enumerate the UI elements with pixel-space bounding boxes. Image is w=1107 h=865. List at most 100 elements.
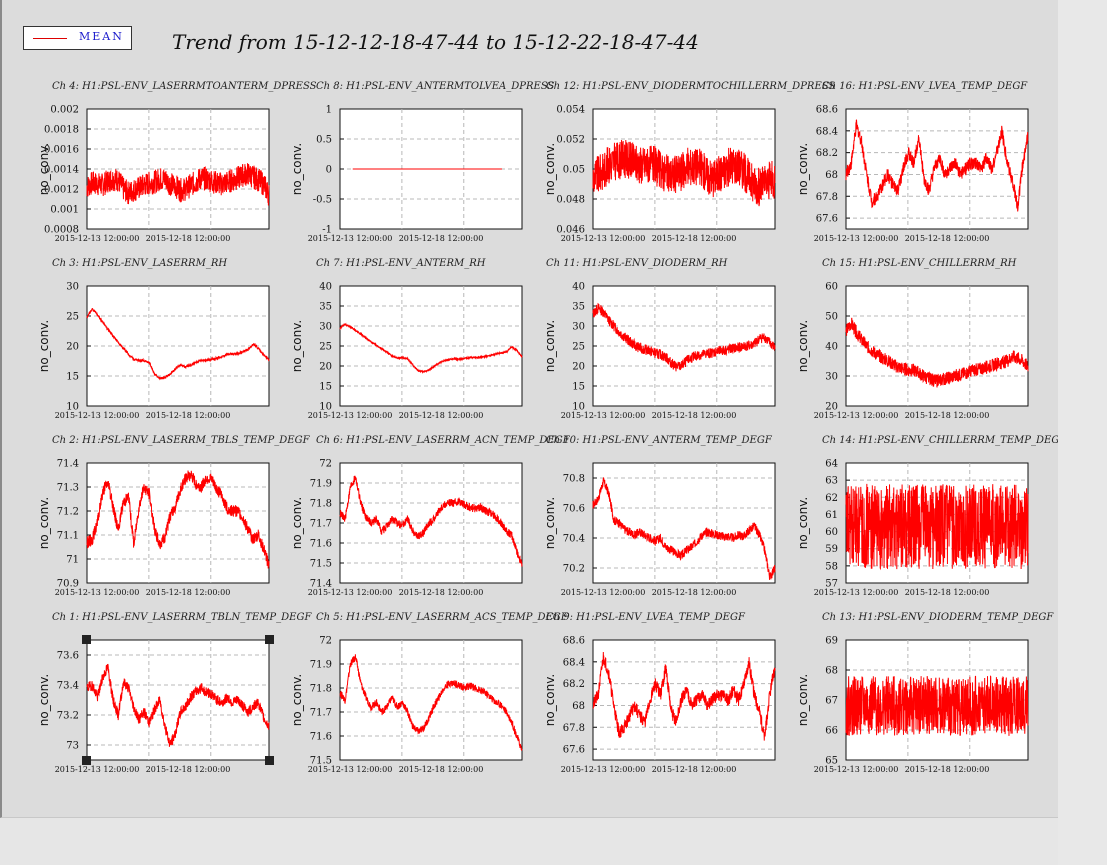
y-axis-label: no_conv. — [37, 320, 51, 372]
x-tick-label: 2015-12-13 12:00:00 — [308, 765, 393, 774]
chart-title: Ch 15: H1:PSL-ENV_CHILLERRM_RH — [822, 258, 1017, 269]
y-tick-label: 0 — [326, 165, 332, 176]
chart-panel: Ch 4: H1:PSL-ENV_LASERRMTOANTERM_DPRESS 0… — [37, 81, 317, 243]
y-tick-label: 60 — [825, 282, 838, 293]
y-tick-label: 71.9 — [310, 479, 332, 490]
y-tick-label: 25 — [319, 342, 332, 353]
y-tick-label: 72 — [319, 636, 332, 647]
y-tick-label: 60 — [825, 527, 838, 538]
y-tick-label: 68.4 — [816, 126, 838, 137]
y-tick-label: 0.002 — [50, 105, 79, 116]
y-tick-label: 69 — [825, 636, 838, 647]
x-tick-label: 2015-12-13 12:00:00 — [308, 588, 393, 597]
y-tick-label: 10 — [572, 402, 585, 413]
x-tick-label: 2015-12-13 12:00:00 — [814, 234, 899, 243]
x-tick-label: 2015-12-18 12:00:00 — [652, 411, 737, 420]
x-tick-label: 2015-12-13 12:00:00 — [561, 588, 646, 597]
chart-panel: Ch 14: H1:PSL-ENV_CHILLERRM_TEMP_DEGF 57 5… — [796, 435, 1060, 597]
y-tick-label: 30 — [319, 322, 332, 333]
y-tick-label: 73 — [66, 741, 79, 752]
y-tick-label: 10 — [66, 402, 79, 413]
x-tick-label: 2015-12-18 12:00:00 — [905, 411, 990, 420]
y-tick-label: 68.6 — [563, 636, 585, 647]
series-line — [592, 651, 776, 741]
y-tick-label: 50 — [825, 312, 838, 323]
plot-area — [86, 462, 270, 584]
x-tick-label: 2015-12-13 12:00:00 — [308, 411, 393, 420]
y-tick-label: 73.2 — [57, 711, 79, 722]
chart-title: Ch 6: H1:PSL-ENV_LASERRM_ACN_TEMP_DEGF — [316, 435, 571, 446]
series-line — [845, 119, 1029, 212]
y-tick-label: 71.5 — [310, 756, 332, 767]
y-tick-label: 70.9 — [57, 579, 79, 590]
y-tick-label: 57 — [825, 579, 838, 590]
chart-title: Ch 16: H1:PSL-ENV_LVEA_TEMP_DEGF — [822, 81, 1028, 92]
x-tick-label: 2015-12-18 12:00:00 — [399, 765, 484, 774]
y-tick-label: 71.6 — [310, 539, 332, 550]
plot-area — [592, 462, 776, 584]
chart-panel: Ch 5: H1:PSL-ENV_LASERRM_ACS_TEMP_DEGF 71… — [290, 612, 569, 774]
y-tick-label: 30 — [66, 282, 79, 293]
y-axis-label: no_conv. — [290, 497, 304, 549]
series-line — [845, 483, 1029, 571]
legend: MEAN — [23, 26, 132, 50]
y-axis-label: no_conv. — [543, 320, 557, 372]
y-axis-label: no_conv. — [796, 497, 810, 549]
y-tick-label: 66 — [825, 726, 838, 737]
x-tick-label: 2015-12-13 12:00:00 — [561, 765, 646, 774]
y-tick-label: 68.2 — [563, 679, 585, 690]
series-line — [86, 470, 270, 569]
y-tick-label: 68 — [572, 701, 585, 712]
chart-panel: Ch 15: H1:PSL-ENV_CHILLERRM_RH 20 30 40 50 60… — [796, 258, 1029, 420]
y-tick-label: 68.4 — [563, 657, 585, 668]
y-axis-label: no_conv. — [290, 143, 304, 195]
chart-panel: Ch 9: H1:PSL-ENV_LVEA_TEMP_DEGF 67.6 67.8 6… — [543, 612, 776, 774]
plot-canvas: MEAN Trend from 15-12-12-18-47-44 to 15-… — [0, 0, 1060, 818]
chart-panel: Ch 13: H1:PSL-ENV_DIODERM_TEMP_DEGF 65 66 6… — [796, 612, 1054, 774]
y-tick-label: 70.6 — [563, 504, 585, 515]
y-tick-label: 71.4 — [310, 579, 332, 590]
x-tick-label: 2015-12-13 12:00:00 — [55, 411, 140, 420]
x-tick-label: 2015-12-18 12:00:00 — [399, 411, 484, 420]
y-tick-label: 0.0008 — [44, 225, 79, 236]
chart-panel: Ch 16: H1:PSL-ENV_LVEA_TEMP_DEGF 67.6 67.8… — [796, 81, 1029, 243]
y-axis-label: no_conv. — [543, 143, 557, 195]
y-tick-label: 71.8 — [310, 684, 332, 695]
y-axis-label: no_conv. — [290, 320, 304, 372]
chart-title: Ch 5: H1:PSL-ENV_LASERRM_ACS_TEMP_DEGF — [316, 612, 569, 623]
x-tick-label: 2015-12-13 12:00:00 — [308, 234, 393, 243]
series-line — [592, 302, 776, 372]
chart-panel: Ch 8: H1:PSL-ENV_ANTERMTOLVEA_DPRESS -1 -0… — [290, 81, 555, 243]
y-tick-label: 20 — [319, 362, 332, 373]
plot-area — [86, 639, 270, 761]
y-tick-label: 70.4 — [563, 534, 585, 545]
y-tick-label: 25 — [572, 342, 585, 353]
chart-title: Ch 7: H1:PSL-ENV_ANTERM_RH — [316, 258, 486, 269]
legend-swatch — [33, 38, 67, 39]
y-tick-label: -0.5 — [313, 195, 332, 206]
y-tick-label: 72 — [319, 459, 332, 470]
x-tick-label: 2015-12-13 12:00:00 — [55, 765, 140, 774]
y-tick-label: 30 — [825, 372, 838, 383]
y-tick-label: 71.3 — [57, 483, 79, 494]
y-axis-label: no_conv. — [37, 497, 51, 549]
chart-title: Ch 3: H1:PSL-ENV_LASERRM_RH — [52, 258, 227, 269]
x-tick-label: 2015-12-13 12:00:00 — [814, 765, 899, 774]
chart-title: Ch 12: H1:PSL-ENV_DIODERMTOCHILLERRM_DPR… — [546, 81, 835, 92]
chart-title: Ch 14: H1:PSL-ENV_CHILLERRM_TEMP_DEGF — [822, 435, 1060, 446]
y-tick-label: 35 — [572, 302, 585, 313]
y-tick-label: 62 — [825, 493, 838, 504]
chart-panel: Ch 12: H1:PSL-ENV_DIODERMTOCHILLERRM_DPR… — [543, 81, 835, 243]
y-axis-label: no_conv. — [543, 674, 557, 726]
y-tick-label: 73.6 — [57, 651, 79, 662]
y-tick-label: 71 — [66, 555, 79, 566]
y-tick-label: 58 — [825, 561, 838, 572]
y-tick-label: 70.8 — [563, 474, 585, 485]
chart-title: Ch 9: H1:PSL-ENV_LVEA_TEMP_DEGF — [546, 612, 746, 623]
y-tick-label: 67.6 — [816, 214, 838, 225]
x-tick-label: 2015-12-18 12:00:00 — [146, 588, 231, 597]
chart-title: Ch 8: H1:PSL-ENV_ANTERMTOLVEA_DPRESS — [316, 81, 555, 92]
x-tick-label: 2015-12-18 12:00:00 — [905, 588, 990, 597]
y-tick-label: 10 — [319, 402, 332, 413]
chart-panel: Ch 1: H1:PSL-ENV_LASERRM_TBLN_TEMP_DEGF 7… — [37, 612, 312, 774]
